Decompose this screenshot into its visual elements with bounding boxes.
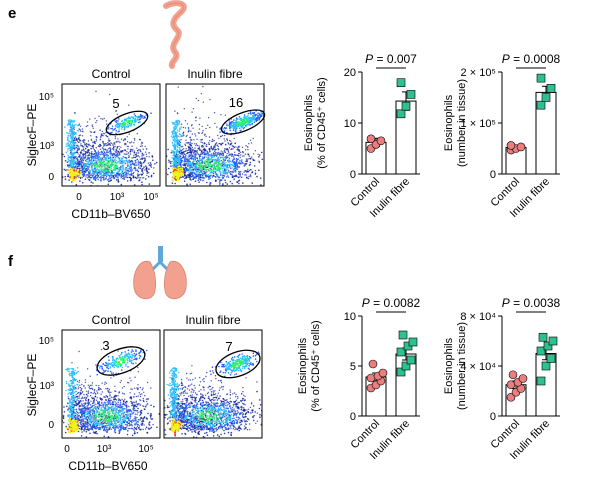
flow-dots-inulin-f <box>164 350 262 438</box>
data-point-control <box>378 368 388 378</box>
flow-xtick-e-high: 10⁵ <box>143 192 158 203</box>
data-point-inulin <box>398 330 408 340</box>
gate-pct-inulin-f: 7 <box>225 339 232 354</box>
bar-ylabel-line2: (% of CD45⁺ cells) <box>310 320 322 411</box>
bar-ytick-label: 10 <box>344 311 356 323</box>
data-point-inulin <box>536 346 546 356</box>
data-point-control <box>376 136 386 146</box>
data-point-inulin <box>396 347 406 357</box>
bar-chart-4: Eosinophils (number in tissue)8 × 10⁴ 4 × … <box>443 296 561 462</box>
flow-title-control-f: Control <box>92 313 131 327</box>
bar-ylabel-line1: Eosinophils <box>443 94 455 151</box>
panel-letter-e: e <box>8 5 16 22</box>
data-point-inulin <box>401 101 411 111</box>
data-point-inulin <box>546 84 556 93</box>
gate-inulin-e <box>220 109 266 135</box>
p-value: P = 0.007 <box>365 52 417 66</box>
data-point-control <box>516 142 526 152</box>
data-point-control <box>366 134 376 144</box>
bar-ylabel-line2: (% of CD45⁺ cells) <box>316 77 328 168</box>
p-value: P = 0.0082 <box>362 296 421 310</box>
gate-control-f <box>96 346 146 376</box>
data-point-control <box>518 374 528 383</box>
flow-ytick-e-zero: 0 <box>48 172 54 183</box>
bar-chart-1: Eosinophils (% of CD45⁺ cells) 0 10 20 P = 0.… <box>303 52 420 220</box>
bar-ytick-label: 5 <box>350 361 356 373</box>
p-value: P = 0.0038 <box>502 296 561 310</box>
gate-pct-inulin-e: 16 <box>229 95 243 110</box>
flow-title-inulin-e: Inulin fibre <box>187 67 243 81</box>
bar-ytick-label: 0 <box>350 169 356 181</box>
bar-ytick-label: 0 <box>350 411 356 423</box>
bar-ytick-label: 0 <box>490 169 496 181</box>
gate-pct-control-f: 3 <box>102 338 109 353</box>
flow-xtick-f-high: 10⁵ <box>138 444 153 455</box>
flow-xtick-f-zero: 0 <box>64 444 70 455</box>
flow-xtick-e-zero: 0 <box>76 192 82 203</box>
flow-ytick-f-mid: 10³ <box>40 381 55 392</box>
bar-ytick-label: 8 × 10⁴ <box>460 311 496 323</box>
data-point-inulin <box>536 376 546 386</box>
flow-ytick-e-high: 10⁵ <box>39 92 54 103</box>
flow-xtick-e-mid: 10³ <box>110 192 125 203</box>
flow-dots-control-e <box>62 90 158 186</box>
intestine-icon <box>163 0 187 69</box>
data-point-inulin <box>536 73 546 83</box>
bar-ylabel-line1: Eosinophils <box>303 94 315 151</box>
bar-ytick-label: 2 × 10⁵ <box>461 67 496 79</box>
bar-chart-3: Eosinophils (% of CD45⁺ cells) 0 5 10 P = 0.0… <box>297 296 421 462</box>
bar-ylabel-line1: Eosinophils <box>297 337 309 394</box>
bar-ytick-label: 4 × 10⁴ <box>460 361 496 373</box>
gate-inulin-f <box>215 349 261 379</box>
data-point-control <box>368 359 378 369</box>
data-point-inulin <box>408 337 418 347</box>
flow-ytick-f-zero: 0 <box>48 420 54 431</box>
bar-chart-2: Eosinophils (number in tissue)2 × 10⁵ 1 × … <box>443 52 561 220</box>
gate-control-e <box>105 110 149 136</box>
data-point-inulin <box>541 93 551 102</box>
flow-dots-inulin-e <box>166 85 264 186</box>
flow-xlabel-e: CD11b–BV650 <box>71 207 150 221</box>
lungs-icon <box>133 246 187 300</box>
data-point-inulin <box>548 336 558 346</box>
data-point-control <box>506 141 516 150</box>
flow-title-control-e: Control <box>92 67 131 81</box>
flow-xlabel-f: CD11b–BV650 <box>68 459 147 473</box>
flow-ytick-e-mid: 10³ <box>40 141 55 152</box>
flow-ylabel-e: SiglecF–PE <box>25 104 39 167</box>
data-point-inulin <box>541 361 551 371</box>
data-point-inulin <box>406 355 416 365</box>
flow-ylabel-f: SiglecF–PE <box>25 354 39 417</box>
flow-title-inulin-f: Inulin fibre <box>185 313 241 327</box>
data-point-inulin <box>396 367 406 377</box>
bar-ytick-label: 20 <box>344 67 356 79</box>
p-value: P = 0.0008 <box>502 52 561 66</box>
data-point-inulin <box>396 109 406 119</box>
data-point-inulin <box>406 90 416 99</box>
bar-ytick-label: 0 <box>490 411 496 423</box>
data-point-control <box>508 370 518 380</box>
bar-ylabel-line1: Eosinophils <box>443 337 455 394</box>
flow-dots-control-f <box>62 348 160 438</box>
data-point-inulin <box>546 354 556 363</box>
bar-ylabel-line2: (number in tissue) <box>456 322 468 410</box>
data-point-inulin <box>536 100 546 110</box>
data-point-inulin <box>401 361 411 371</box>
flow-xtick-f-mid: 10³ <box>97 444 112 455</box>
bar-ytick-label: 1 × 10⁵ <box>461 118 496 130</box>
data-point-inulin <box>538 332 548 342</box>
bar-ylabel-line2: (number in tissue) <box>456 79 468 167</box>
data-point-inulin <box>396 78 406 88</box>
panel-letter-f: f <box>8 253 14 270</box>
bar-ytick-label: 10 <box>344 118 356 130</box>
gate-pct-control-e: 5 <box>112 96 119 111</box>
flow-ytick-f-high: 10⁵ <box>39 336 54 347</box>
data-point-inulin <box>543 341 553 351</box>
